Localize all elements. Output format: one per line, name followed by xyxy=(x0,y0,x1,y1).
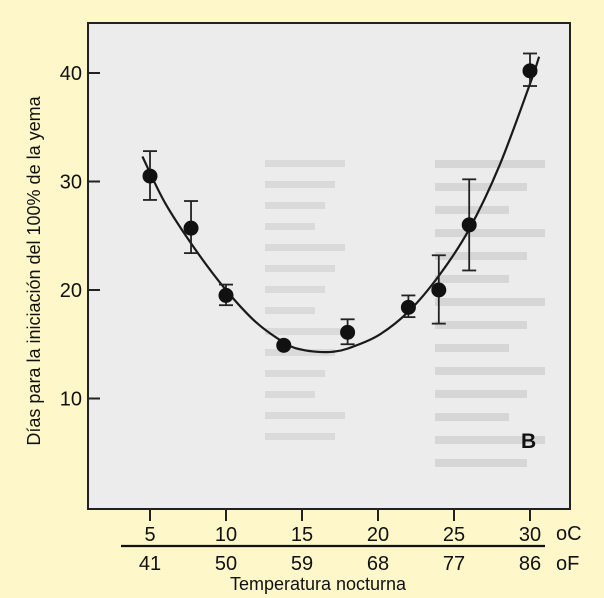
scan-texture-stroke xyxy=(265,181,335,188)
y-axis-title: Días para la iniciación del 100% de la y… xyxy=(24,95,44,445)
x-tick-label-fahrenheit: 86 xyxy=(519,553,541,575)
scan-texture-stroke xyxy=(435,206,509,214)
y-tick-label: 10 xyxy=(60,389,82,411)
fit-curve xyxy=(141,56,541,354)
x-tick-label-fahrenheit: 59 xyxy=(291,553,313,575)
scan-texture-stroke xyxy=(265,349,335,356)
x-tick-label-celsius: 10 xyxy=(215,524,237,546)
scan-texture-stroke xyxy=(435,252,527,260)
scan-texture-stroke xyxy=(435,183,527,191)
x-axis: 5 41 10 50 15 59 20 68 25 77 30 86 xyxy=(139,509,541,575)
scan-texture-stroke xyxy=(435,229,545,237)
x-tick-label-fahrenheit: 50 xyxy=(215,553,237,575)
scan-texture-stroke xyxy=(265,391,315,398)
background-scan-texture xyxy=(265,160,545,467)
data-point xyxy=(431,282,447,298)
x-tick-label-fahrenheit: 77 xyxy=(443,553,465,575)
scan-texture-stroke xyxy=(265,265,335,272)
scan-texture-stroke xyxy=(265,286,325,293)
scan-texture-stroke xyxy=(265,202,325,209)
scan-texture-stroke xyxy=(435,459,527,467)
data-point xyxy=(142,168,158,184)
x-tick-label-celsius: 30 xyxy=(519,524,541,546)
y-tick-label: 30 xyxy=(60,172,82,194)
fahrenheit-unit-label: oF xyxy=(556,553,579,575)
scan-texture-stroke xyxy=(265,370,325,377)
x-tick-label-celsius: 5 xyxy=(144,524,155,546)
scan-texture-stroke xyxy=(265,160,345,167)
scan-texture-stroke xyxy=(435,298,545,306)
scan-texture-stroke xyxy=(435,321,527,329)
celsius-unit-label: oC xyxy=(556,523,582,545)
y-tick-label: 40 xyxy=(60,63,82,85)
x-tick-label-celsius: 20 xyxy=(367,524,389,546)
y-axis: 10 20 30 40 xyxy=(60,63,100,411)
data-point xyxy=(400,299,416,315)
scan-texture-stroke xyxy=(435,160,545,168)
scan-texture-stroke xyxy=(265,412,345,419)
data-point xyxy=(276,337,292,353)
scan-texture-stroke xyxy=(265,433,335,440)
data-point xyxy=(522,63,538,79)
scan-texture-stroke xyxy=(265,307,315,314)
scan-texture-stroke xyxy=(435,367,545,375)
scan-texture-stroke xyxy=(265,244,345,251)
data-point xyxy=(183,220,199,236)
x-tick-label-celsius: 25 xyxy=(443,524,465,546)
x-tick-label-fahrenheit: 68 xyxy=(367,553,389,575)
scan-texture-stroke xyxy=(435,390,527,398)
scan-texture-stroke xyxy=(265,328,345,335)
scan-texture-stroke xyxy=(435,413,509,421)
x-tick-label-fahrenheit: 41 xyxy=(139,553,161,575)
data-point xyxy=(461,217,477,233)
panel-label: B xyxy=(521,430,536,453)
x-tick-label-celsius: 15 xyxy=(291,524,313,546)
scan-texture-stroke xyxy=(435,344,509,352)
data-point xyxy=(218,287,234,303)
x-axis-title: Temperatura nocturna xyxy=(230,574,407,594)
y-tick-label: 20 xyxy=(60,280,82,302)
scan-texture-stroke xyxy=(265,223,315,230)
data-points xyxy=(142,52,538,353)
scan-texture-stroke xyxy=(435,436,545,444)
data-point xyxy=(340,324,356,340)
scan-texture-stroke xyxy=(435,275,509,283)
